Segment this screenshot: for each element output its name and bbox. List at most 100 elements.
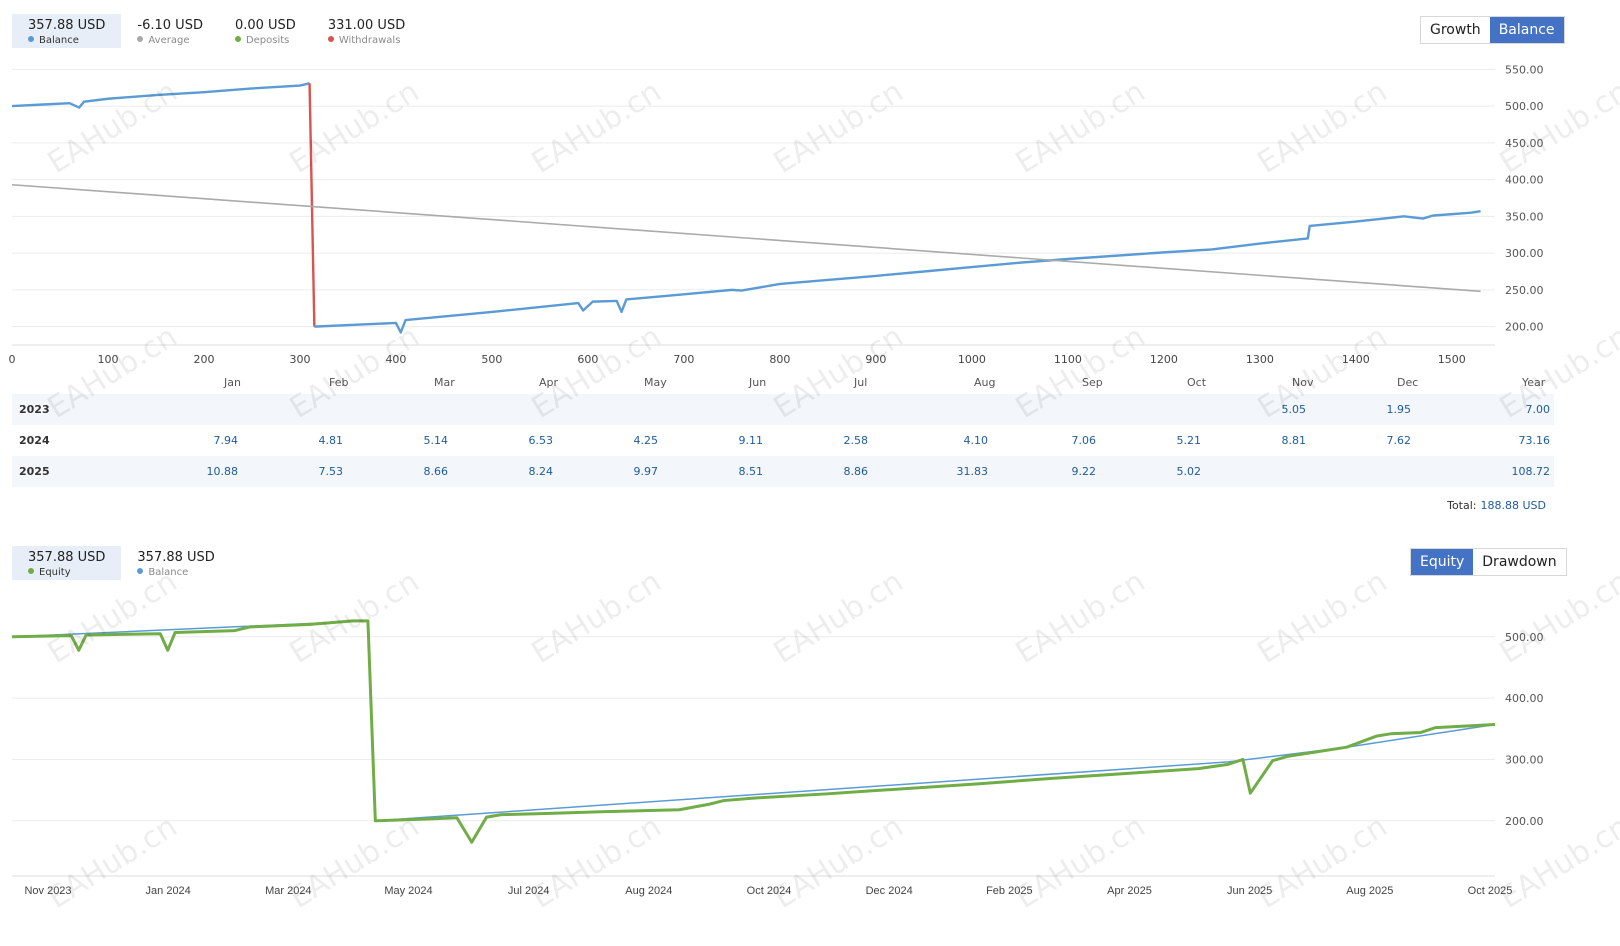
legend-label: Deposits xyxy=(234,35,296,46)
month-header-feb: Feb xyxy=(329,376,349,389)
return-cell: 8.66 xyxy=(423,465,449,478)
growth-button[interactable]: Growth xyxy=(1421,17,1490,43)
legend-value: -6.10 USD xyxy=(137,18,203,33)
x-tick-label: 900 xyxy=(865,353,886,366)
return-cell: 4.81 xyxy=(318,434,344,447)
series-balance-line xyxy=(11,82,310,109)
x-tick-label: 1100 xyxy=(1054,353,1082,366)
balance-legend: 357.88 USD Balance -6.10 USD Average 0.00 US… xyxy=(12,14,421,48)
x-tick-label: 1400 xyxy=(1342,353,1370,366)
equity-view-toggle: Equity Drawdown xyxy=(1410,548,1567,576)
month-header-jun: Jun xyxy=(749,376,767,389)
legend-label: Balance xyxy=(137,567,214,578)
return-cell: 4.25 xyxy=(633,434,659,447)
return-cell: 8.51 xyxy=(738,465,764,478)
legend-label: Withdrawals xyxy=(327,35,405,46)
legend-value: 331.00 USD xyxy=(327,18,406,33)
month-header-oct: Oct xyxy=(1187,376,1207,389)
legend-value: 0.00 USD xyxy=(234,18,296,33)
balance-button[interactable]: Balance xyxy=(1489,17,1564,43)
y-tick-label: 350.00 xyxy=(1505,210,1544,223)
legend-dot-icon xyxy=(137,568,144,574)
x-tick-label: Dec 2024 xyxy=(866,885,913,897)
y-tick-label: 550.00 xyxy=(1505,63,1544,76)
returns-row-2024: 2024 7.94 4.81 5.14 6.53 4.25 9.11 2.58 4.10 7.06… xyxy=(12,425,1554,456)
x-tick-label: 100 xyxy=(97,353,118,366)
x-tick-label: Nov 2023 xyxy=(24,885,71,897)
x-tick-label: 500 xyxy=(481,353,502,366)
equity-legend-item-equity[interactable]: 357.88 USD Equity xyxy=(12,546,122,580)
x-tick-label: Aug 2025 xyxy=(1346,885,1393,897)
x-tick-label: 600 xyxy=(577,353,598,366)
y-tick-label: 500.00 xyxy=(1505,100,1544,113)
legend-value: 357.88 USD xyxy=(28,18,106,33)
series-equity-line xyxy=(11,619,1496,844)
return-cell: 9.22 xyxy=(1071,465,1097,478)
return-cell: 4.10 xyxy=(963,434,989,447)
legend-dot-icon xyxy=(137,36,144,42)
x-tick-label: Jul 2024 xyxy=(508,885,550,897)
legend-dot-icon xyxy=(234,36,241,42)
monthly-returns-table: Jan Feb Mar Apr May Jun Jul Aug Sep Oct Nov Dec Year… xyxy=(12,372,1554,487)
month-header-nov: Nov xyxy=(1292,376,1314,389)
return-cell: 7.94 xyxy=(213,434,239,447)
y-tick-label: 250.00 xyxy=(1505,284,1544,297)
return-cell: 9.11 xyxy=(738,434,764,447)
return-cell: 5.05 xyxy=(1281,403,1307,416)
balance-legend-item-withdrawals[interactable]: 331.00 USD Withdrawals xyxy=(312,14,421,48)
x-tick-label: 1300 xyxy=(1246,353,1274,366)
y-tick-label: 500.00 xyxy=(1505,631,1544,644)
balance-legend-item-average[interactable]: -6.10 USD Average xyxy=(121,14,219,48)
y-tick-label: 450.00 xyxy=(1505,137,1544,150)
x-tick-label: 0 xyxy=(9,353,16,366)
return-cell: 9.97 xyxy=(633,465,659,478)
x-tick-label: 200 xyxy=(193,353,214,366)
balance-legend-item-deposits[interactable]: 0.00 USD Deposits xyxy=(219,14,312,48)
y-tick-label: 300.00 xyxy=(1505,247,1544,260)
x-tick-label: 700 xyxy=(673,353,694,366)
x-tick-label: Oct 2025 xyxy=(1468,885,1513,897)
x-tick-label: Aug 2024 xyxy=(625,885,672,897)
return-cell: 1.95 xyxy=(1386,403,1412,416)
return-cell: 2.58 xyxy=(843,434,869,447)
month-header-jul: Jul xyxy=(854,376,868,389)
returns-total: Total: 188.88 USD xyxy=(1447,499,1546,512)
x-tick-label: 1200 xyxy=(1150,353,1178,366)
series-balance-line xyxy=(314,210,1481,334)
x-tick-label: 800 xyxy=(769,353,790,366)
month-header-jan: Jan xyxy=(224,376,241,389)
month-header-sep: Sep xyxy=(1082,376,1103,389)
return-cell: 5.21 xyxy=(1176,434,1202,447)
legend-label: Balance xyxy=(28,35,105,46)
series-withdrawals-line xyxy=(308,83,316,327)
legend-dot-icon xyxy=(28,36,34,42)
x-tick-label: Feb 2025 xyxy=(986,885,1032,897)
series-average-line xyxy=(11,183,1481,293)
year-label: 2025 xyxy=(19,465,50,478)
return-cell: 7.06 xyxy=(1071,434,1097,447)
return-cell: 8.24 xyxy=(528,465,554,478)
return-cell: 8.81 xyxy=(1281,434,1307,447)
returns-row-2025: 2025 10.88 7.53 8.66 8.24 9.97 8.51 8.86 31.83 9.… xyxy=(12,456,1554,487)
x-tick-label: 1000 xyxy=(958,353,986,366)
month-header-mar: Mar xyxy=(434,376,455,389)
balance-view-toggle: Growth Balance xyxy=(1420,16,1565,44)
x-tick-label: Jan 2024 xyxy=(146,885,191,897)
balance-legend-item-balance[interactable]: 357.88 USD Balance xyxy=(12,14,122,48)
return-cell: 8.86 xyxy=(843,465,869,478)
x-tick-label: Oct 2024 xyxy=(747,885,792,897)
return-cell: 7.53 xyxy=(318,465,344,478)
return-cell: 10.88 xyxy=(206,465,239,478)
equity-legend-item-balance[interactable]: 357.88 USD Balance xyxy=(121,546,230,580)
equity-button[interactable]: Equity xyxy=(1411,549,1474,575)
y-tick-label: 400.00 xyxy=(1505,174,1544,187)
legend-dot-icon xyxy=(28,568,34,574)
legend-label: Equity xyxy=(28,567,105,578)
drawdown-button[interactable]: Drawdown xyxy=(1473,549,1566,575)
x-tick-label: 400 xyxy=(385,353,406,366)
legend-value: 357.88 USD xyxy=(137,550,215,565)
month-header-apr: Apr xyxy=(539,376,559,389)
return-cell: 73.16 xyxy=(1518,434,1551,447)
y-tick-label: 200.00 xyxy=(1505,321,1544,334)
legend-dot-icon xyxy=(327,36,334,42)
